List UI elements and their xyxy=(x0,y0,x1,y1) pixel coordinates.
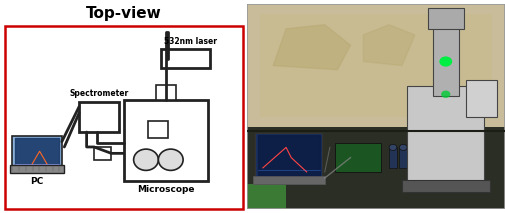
Bar xyxy=(124,100,208,181)
Bar xyxy=(161,49,210,68)
Text: Top-view: Top-view xyxy=(86,6,162,21)
Bar xyxy=(402,180,489,192)
Circle shape xyxy=(441,91,450,98)
Bar xyxy=(252,176,325,184)
Bar xyxy=(156,85,176,100)
Circle shape xyxy=(389,144,397,150)
Circle shape xyxy=(134,149,159,170)
Bar xyxy=(389,147,397,168)
Circle shape xyxy=(159,149,183,170)
Bar xyxy=(148,121,168,138)
Text: PC: PC xyxy=(30,177,44,186)
Bar xyxy=(399,147,407,168)
Bar xyxy=(5,26,242,209)
Bar xyxy=(94,147,111,160)
Bar xyxy=(433,25,459,96)
Bar xyxy=(428,8,464,29)
Circle shape xyxy=(410,144,418,150)
Bar xyxy=(10,165,64,173)
Bar xyxy=(410,147,418,168)
Polygon shape xyxy=(364,25,415,66)
Bar xyxy=(247,127,505,209)
Bar xyxy=(247,184,286,209)
Bar xyxy=(407,86,484,188)
Circle shape xyxy=(439,56,452,67)
Circle shape xyxy=(399,144,407,150)
Bar xyxy=(79,102,119,132)
Text: Microscope: Microscope xyxy=(137,185,194,194)
Polygon shape xyxy=(273,25,350,70)
Bar xyxy=(335,143,381,172)
Bar xyxy=(255,133,322,178)
Text: 532nm laser: 532nm laser xyxy=(164,37,217,46)
Bar xyxy=(247,4,505,131)
Text: Spectrometer: Spectrometer xyxy=(69,89,129,98)
Bar xyxy=(12,136,62,168)
Bar xyxy=(467,80,497,117)
Bar xyxy=(261,14,492,117)
